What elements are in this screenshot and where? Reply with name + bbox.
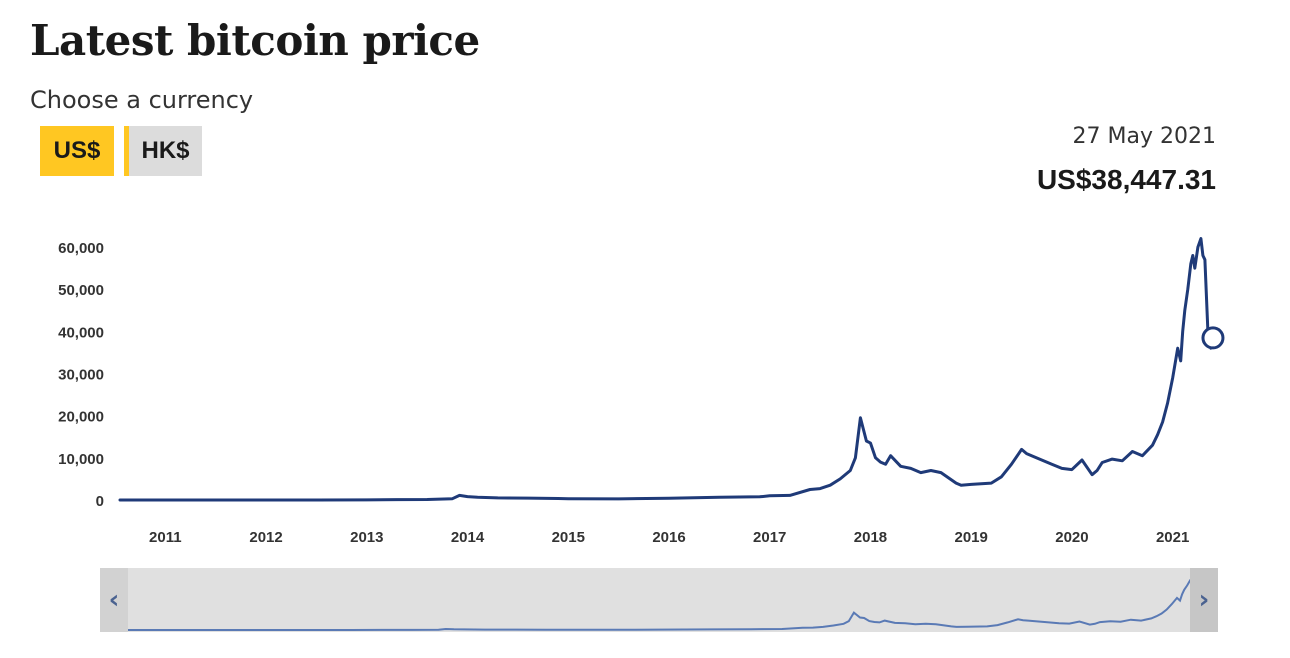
x-tick-label: 2013 [350,529,383,546]
x-tick-label: 2018 [854,529,887,546]
price-chart[interactable]: 0 10,000 20,000 30,000 40,000 50,000 60,000 201… [0,0,1290,560]
x-tick-label: 2019 [955,529,988,546]
x-tick-label: 2012 [249,529,282,546]
y-tick-label: 30,000 [58,367,104,384]
x-tick-label: 2017 [753,529,786,546]
currency-usd-button[interactable]: US$ [40,126,114,176]
x-tick-label: 2020 [1055,529,1088,546]
page-title: Latest bitcoin price [30,16,480,65]
chevron-left-icon[interactable]: ‹ [100,568,128,632]
navigator-line [100,573,1214,631]
y-tick-label: 20,000 [58,409,104,426]
x-tick-label: 2011 [149,529,182,546]
y-tick-label: 60,000 [58,240,104,257]
x-tick-label: 2014 [451,529,485,546]
currency-toggle: US$ HK$ [40,126,202,176]
range-navigator[interactable]: ‹ › [100,568,1218,632]
y-tick-label: 40,000 [58,324,104,341]
price-line [118,237,1215,502]
chevron-right-icon[interactable]: › [1190,568,1218,632]
navigator-chart [100,573,1214,631]
y-tick-label: 10,000 [58,451,104,468]
x-tick-label: 2016 [652,529,685,546]
tooltip-date: 27 May 2021 [1072,124,1216,149]
current-price-marker[interactable] [1201,326,1225,350]
tooltip-price: US$38,447.31 [1036,164,1216,195]
currency-hkd-button[interactable]: HK$ [124,126,202,176]
y-tick-label: 0 [96,493,104,510]
x-tick-label: 2015 [552,529,585,546]
x-tick-label: 2021 [1156,529,1189,546]
y-tick-label: 50,000 [58,282,104,299]
currency-prompt: Choose a currency [30,86,254,114]
